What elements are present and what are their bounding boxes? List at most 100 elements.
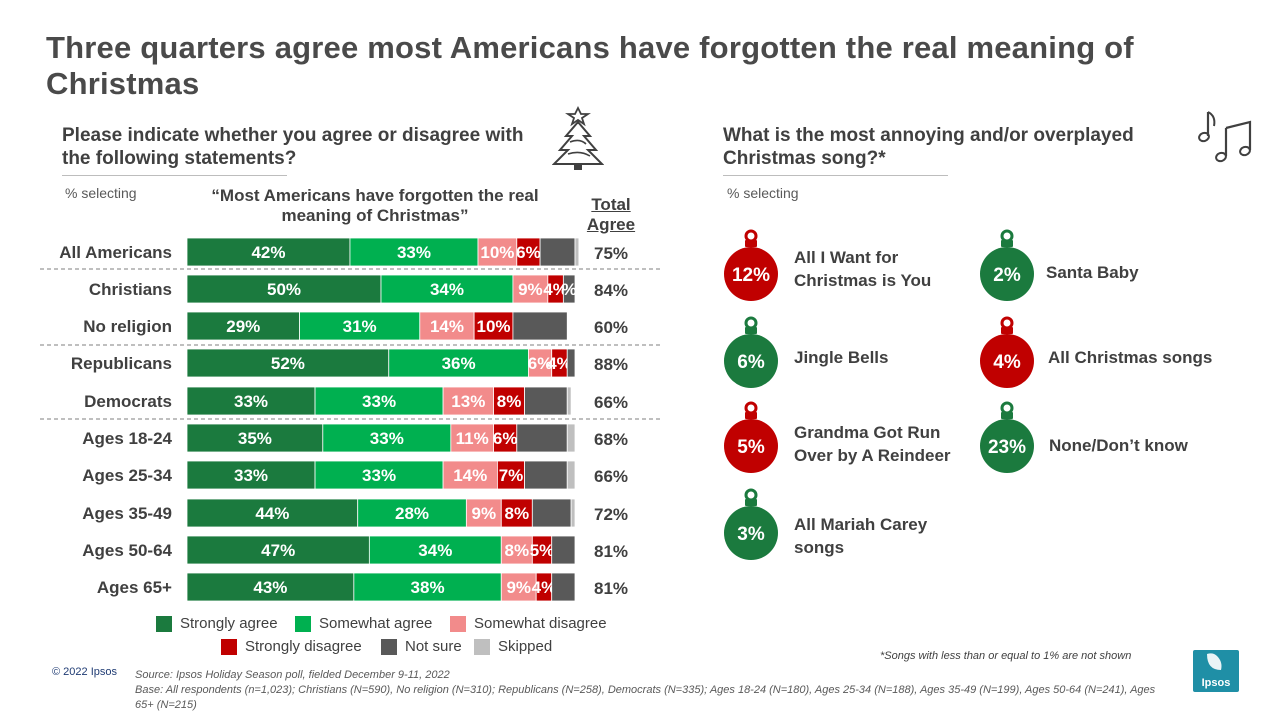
data-label-somewhat-disagree-ages-65: 9% [506,578,531,597]
data-label-somewhat-agree-ages-65: 38% [411,578,445,597]
bar-not-sure-democrats [524,386,568,416]
ornament-icon: 12% [724,229,778,301]
bar-somewhat-agree-democrats [314,386,444,416]
data-label-not-sure-christians: % [562,280,577,299]
total-agree-ages-50-64: 81% [594,542,628,561]
bar-not-sure-ages-25-34 [524,460,568,490]
data-label-strongly-disagree-no-religion: 10% [477,317,511,336]
data-label-strongly-agree-ages-50-64: 47% [261,541,295,560]
bar-strongly-disagree-no-religion [473,311,514,341]
data-label-somewhat-agree-democrats: 33% [362,392,396,411]
song-label-1: All I Want for Christmas is You [794,248,932,290]
data-label-somewhat-agree-republicans: 36% [442,354,476,373]
bar-skipped-ages-25-34 [566,460,576,490]
ornament-2: 6% [724,315,786,396]
legend-label: Not sure [405,638,462,655]
data-label-strongly-agree-christians: 50% [267,280,301,299]
bar-somewhat-agree-no-religion [299,311,421,341]
page-title: Three quarters agree most Americans have… [46,30,1134,101]
bar-somewhat-agree-republicans [388,348,529,378]
bar-somewhat-agree-ages-35-49 [357,498,467,528]
category-label-no-religion: No religion [83,317,172,336]
data-label-strongly-agree-ages-35-49: 44% [255,504,289,523]
song-label-3: Grandma Got Run Over by A Reindeer [794,423,951,465]
legend-somewhat-agree: Somewhat agree [295,615,432,632]
left-question-rule [62,175,287,176]
bar-somewhat-agree-ages-18-24 [322,423,452,453]
total-agree-heading: Total Agree [576,195,646,235]
right-selecting-label: % selecting [727,185,799,201]
bar-not-sure-no-religion [512,311,568,341]
category-label-ages-25-34: Ages 25-34 [82,466,172,485]
music-notes-icon [1198,111,1252,163]
ornament-6: 4% [980,315,1042,396]
song-label-4: All Mariah Carey songs [794,515,928,557]
ornament-icon: 23% [980,401,1034,473]
data-label-strongly-agree-democrats: 33% [234,392,268,411]
data-label-strongly-disagree-all-americans: 6% [516,243,541,262]
bar-strongly-agree-republicans [186,348,390,378]
data-label-strongly-agree-ages-25-34: 33% [234,466,268,485]
bar-somewhat-agree-ages-50-64 [368,535,502,565]
legend-swatch-strongly-disagree [221,638,237,655]
legend-swatch-somewhat-agree [295,615,311,632]
bar-skipped-ages-35-49 [570,498,576,528]
data-label-somewhat-disagree-ages-18-24: 11% [456,429,489,448]
stacked-bar-chart: All Americans 42% 33% 10% 6% 75%Christians 50%… [40,237,660,602]
footnote: *Songs with less than or equal to 1% are… [880,650,1132,662]
ornament-icon: 5% [724,401,778,473]
legend-somewhat-disagree: Somewhat disagree [450,615,607,632]
bar-not-sure-ages-18-24 [516,423,568,453]
bar-strongly-agree-christians [186,274,382,304]
data-label-strongly-agree-no-religion: 29% [226,317,260,336]
ornament-3: 5% [724,400,786,481]
legend-not-sure: Not sure [381,638,462,655]
bar-not-sure-ages-65 [551,572,576,602]
bar-not-sure-republicans [566,348,576,378]
ornament-icon: 2% [980,229,1034,301]
category-label-ages-35-49: Ages 35-49 [82,504,172,523]
ornament-value: 12% [732,265,770,286]
data-label-somewhat-disagree-republicans: 6% [528,354,553,373]
data-label-strongly-disagree-ages-25-34: 7% [499,466,524,485]
ornament-value: 3% [737,524,765,545]
data-label-strongly-agree-ages-18-24: 35% [238,429,272,448]
song-label-7: None/Don’t know [1049,436,1188,455]
total-agree-christians: 84% [594,281,628,300]
christmas-tree-icon [552,105,604,170]
bar-not-sure-christians [562,274,576,304]
data-label-somewhat-disagree-ages-35-49: 9% [472,504,497,523]
category-label-democrats: Democrats [84,392,172,411]
bar-strongly-disagree-ages-35-49 [500,498,533,528]
bar-strongly-agree-ages-50-64 [186,535,370,565]
bar-strongly-agree-ages-25-34 [186,460,316,490]
category-label-ages-50-64: Ages 50-64 [82,541,172,560]
data-label-somewhat-disagree-democrats: 13% [451,392,485,411]
bar-strongly-agree-ages-65 [186,572,355,602]
source-note: Source: Ipsos Holiday Season poll, field… [135,668,1165,713]
song-label-2: Jingle Bells [794,348,889,367]
legend-strongly-agree: Strongly agree [156,615,278,632]
bar-somewhat-disagree-ages-50-64 [500,535,533,565]
data-label-strongly-disagree-republicans: 4% [547,354,572,373]
bar-somewhat-agree-christians [380,274,514,304]
ornament-5: 2% [980,228,1042,309]
logo-text: Ipsos [1201,677,1231,689]
total-agree-ages-25-34: 66% [594,467,628,486]
total-agree-ages-18-24: 68% [594,430,628,449]
bar-somewhat-agree-ages-65 [353,572,502,602]
ornament-value: 5% [737,437,765,458]
total-agree-all-americans: 75% [594,244,628,263]
legend-label: Skipped [498,638,553,655]
data-label-strongly-disagree-democrats: 8% [497,392,522,411]
bar-strongly-disagree-ages-25-34 [496,460,525,490]
bar-somewhat-disagree-ages-25-34 [442,460,498,490]
legend-swatch-strongly-agree [156,615,172,632]
bar-strongly-agree-ages-18-24 [186,423,324,453]
legend-swatch-skipped [474,638,490,655]
data-label-somewhat-agree-ages-18-24: 33% [370,429,404,448]
bar-strongly-disagree-democrats [493,386,525,416]
legend-label: Somewhat agree [319,615,433,632]
right-question-rule [723,175,948,176]
bar-somewhat-agree-ages-25-34 [314,460,444,490]
